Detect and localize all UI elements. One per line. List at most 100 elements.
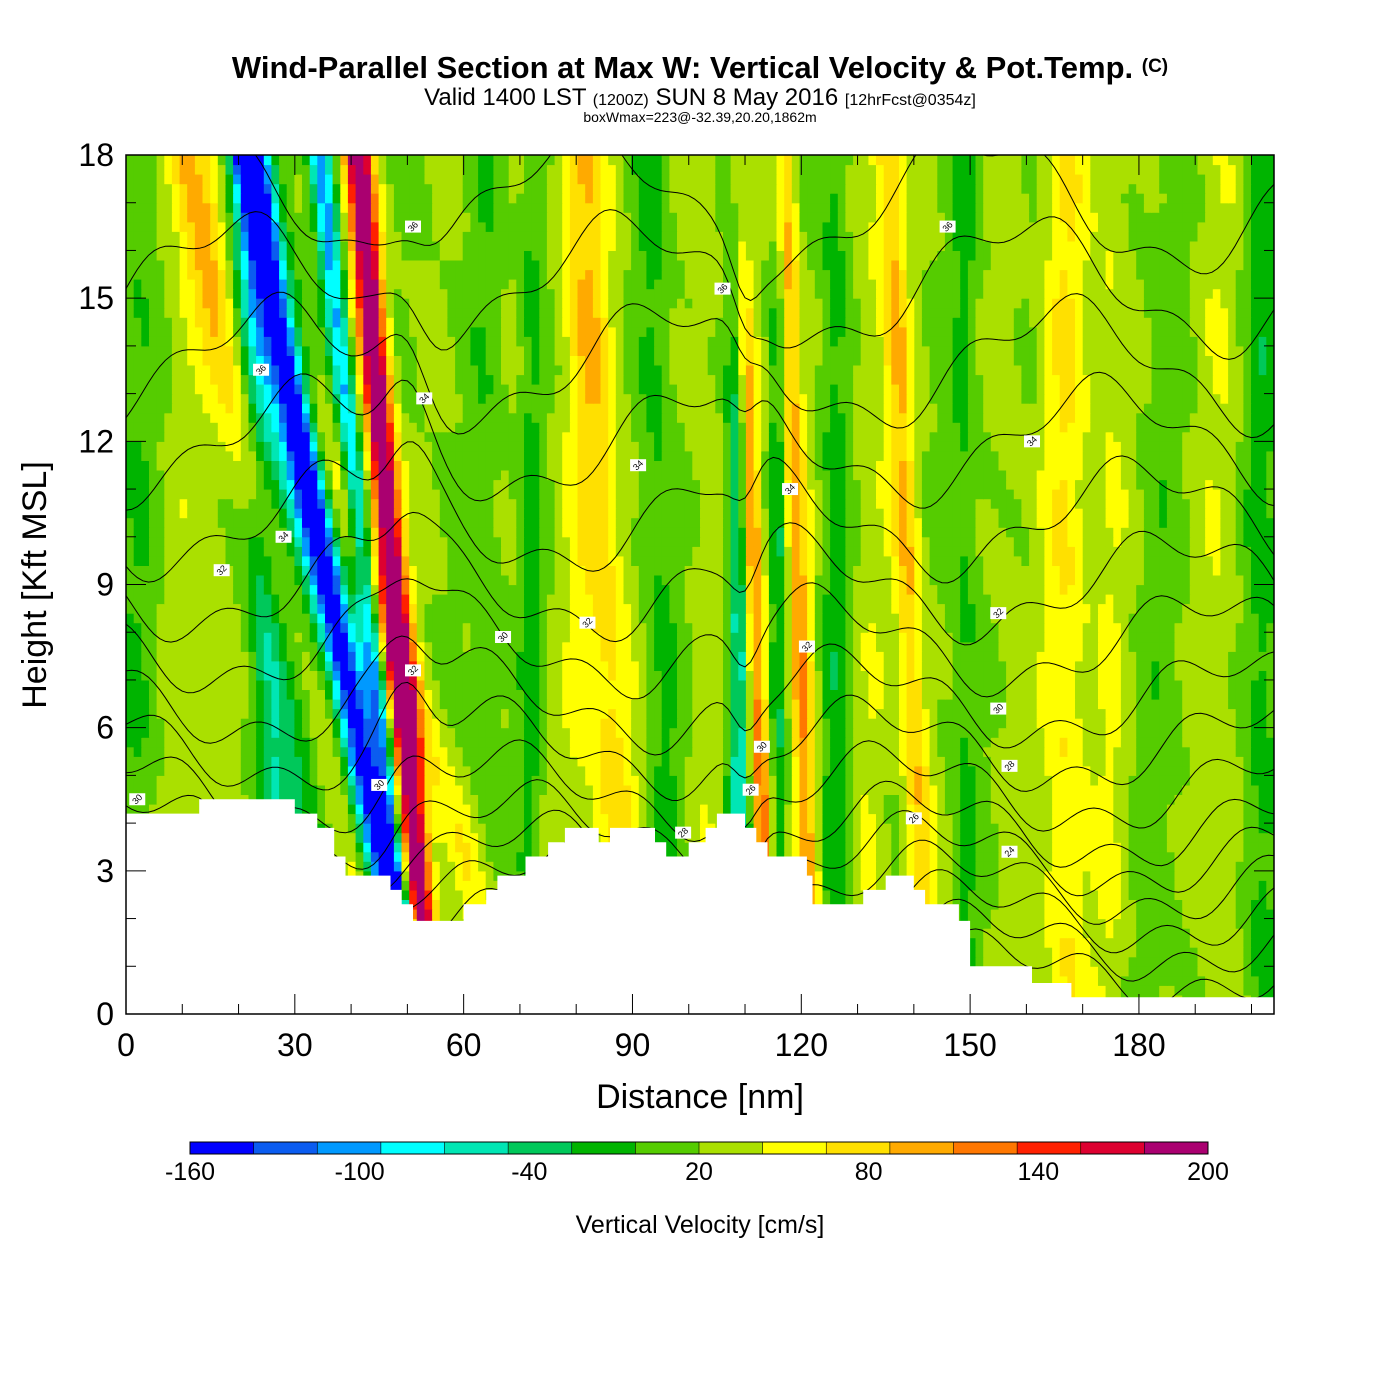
- velocity-cell: [1212, 746, 1222, 757]
- velocity-cell: [347, 842, 357, 853]
- velocity-cell: [432, 794, 441, 805]
- velocity-cell: [455, 899, 464, 910]
- velocity-cell: [447, 832, 456, 843]
- velocity-cell: [1151, 746, 1160, 757]
- velocity-cell: [1182, 746, 1191, 757]
- velocity-cell: [1013, 851, 1023, 862]
- velocity-cell: [424, 832, 433, 843]
- velocity-cell: [853, 861, 862, 872]
- velocity-cell: [1205, 775, 1214, 786]
- velocity-cell: [1075, 889, 1084, 900]
- velocity-cell: [631, 813, 640, 824]
- velocity-cell: [317, 746, 326, 757]
- velocity-cell: [914, 880, 923, 891]
- velocity-cell: [1189, 813, 1199, 824]
- velocity-cell: [684, 699, 693, 710]
- velocity-cell: [1174, 813, 1183, 824]
- velocity-cell: [1082, 708, 1091, 719]
- velocity-cell: [998, 937, 1007, 948]
- velocity-cell: [1059, 975, 1068, 986]
- velocity-cell: [1044, 727, 1053, 738]
- velocity-cell: [1251, 699, 1260, 710]
- velocity-cell: [1044, 975, 1053, 986]
- velocity-cell: [745, 746, 755, 757]
- velocity-cell: [462, 889, 471, 900]
- velocity-cell: [799, 737, 808, 748]
- velocity-cell: [516, 784, 525, 795]
- velocity-cell: [1013, 909, 1023, 920]
- velocity-cell: [439, 909, 449, 920]
- velocity-cell: [424, 880, 433, 891]
- velocity-cell: [478, 813, 487, 824]
- velocity-cell: [1174, 727, 1183, 738]
- velocity-cell: [1143, 765, 1153, 776]
- velocity-cell: [1266, 832, 1274, 843]
- velocity-cell: [1075, 813, 1084, 824]
- velocity-cell: [1197, 861, 1206, 872]
- velocity-cell: [1266, 794, 1274, 805]
- velocity-cell: [1075, 775, 1084, 786]
- velocity-cell: [1044, 861, 1053, 872]
- velocity-cell: [187, 727, 196, 738]
- velocity-cell: [592, 794, 602, 805]
- velocity-cell: [1205, 851, 1214, 862]
- velocity-cell: [1205, 928, 1214, 939]
- velocity-cell: [944, 794, 954, 805]
- velocity-cell: [1082, 956, 1091, 967]
- velocity-cell: [1243, 851, 1252, 862]
- velocity-cell: [1059, 870, 1068, 881]
- velocity-cell: [1067, 708, 1076, 719]
- velocity-cell: [692, 737, 701, 748]
- velocity-cell: [960, 765, 969, 776]
- velocity-cell: [225, 756, 234, 767]
- velocity-cell: [447, 880, 456, 891]
- velocity-cell: [202, 689, 211, 700]
- velocity-cell: [791, 765, 801, 776]
- velocity-cell: [1197, 756, 1206, 767]
- velocity-cell: [906, 765, 915, 776]
- velocity-cell: [1251, 909, 1260, 920]
- velocity-cell: [761, 813, 770, 824]
- velocity-cell: [975, 956, 984, 967]
- velocity-cell: [1258, 861, 1267, 872]
- valid-utc: (1200Z): [592, 92, 649, 109]
- velocity-cell: [1197, 765, 1206, 776]
- velocity-cell: [562, 718, 571, 729]
- velocity-cell: [401, 889, 410, 900]
- velocity-cell: [187, 794, 196, 805]
- velocity-cell: [1098, 718, 1107, 729]
- velocity-cell: [1228, 985, 1237, 996]
- velocity-cell: [133, 689, 142, 700]
- velocity-cell: [378, 718, 387, 729]
- velocity-cell: [1243, 784, 1252, 795]
- velocity-cell: [447, 784, 456, 795]
- velocity-cell: [814, 823, 824, 834]
- velocity-cell: [860, 699, 869, 710]
- velocity-cell: [715, 727, 724, 738]
- velocity-cell: [508, 823, 517, 834]
- velocity-cell: [944, 737, 954, 748]
- velocity-cell: [990, 928, 1000, 939]
- velocity-cell: [615, 699, 625, 710]
- velocity-cell: [1120, 832, 1130, 843]
- valid-prefix: Valid 1400 LST: [424, 84, 587, 111]
- velocity-cell: [615, 813, 625, 824]
- velocity-cell: [952, 746, 961, 757]
- velocity-cell: [149, 727, 158, 738]
- chart-title-text: Wind-Parallel Section at Max W: Vertical…: [231, 50, 1134, 85]
- velocity-cell: [470, 804, 479, 815]
- velocity-cell: [600, 813, 609, 824]
- velocity-cell: [1174, 880, 1183, 891]
- velocity-cell: [830, 889, 839, 900]
- velocity-cell: [975, 842, 984, 853]
- velocity-cell: [822, 718, 831, 729]
- velocity-cell: [715, 699, 724, 710]
- velocity-cell: [1052, 737, 1061, 748]
- velocity-cell: [876, 708, 885, 719]
- velocity-cell: [700, 737, 709, 748]
- velocity-cell: [1044, 804, 1053, 815]
- velocity-cell: [1136, 737, 1145, 748]
- velocity-cell: [263, 775, 273, 786]
- velocity-cell: [967, 947, 977, 958]
